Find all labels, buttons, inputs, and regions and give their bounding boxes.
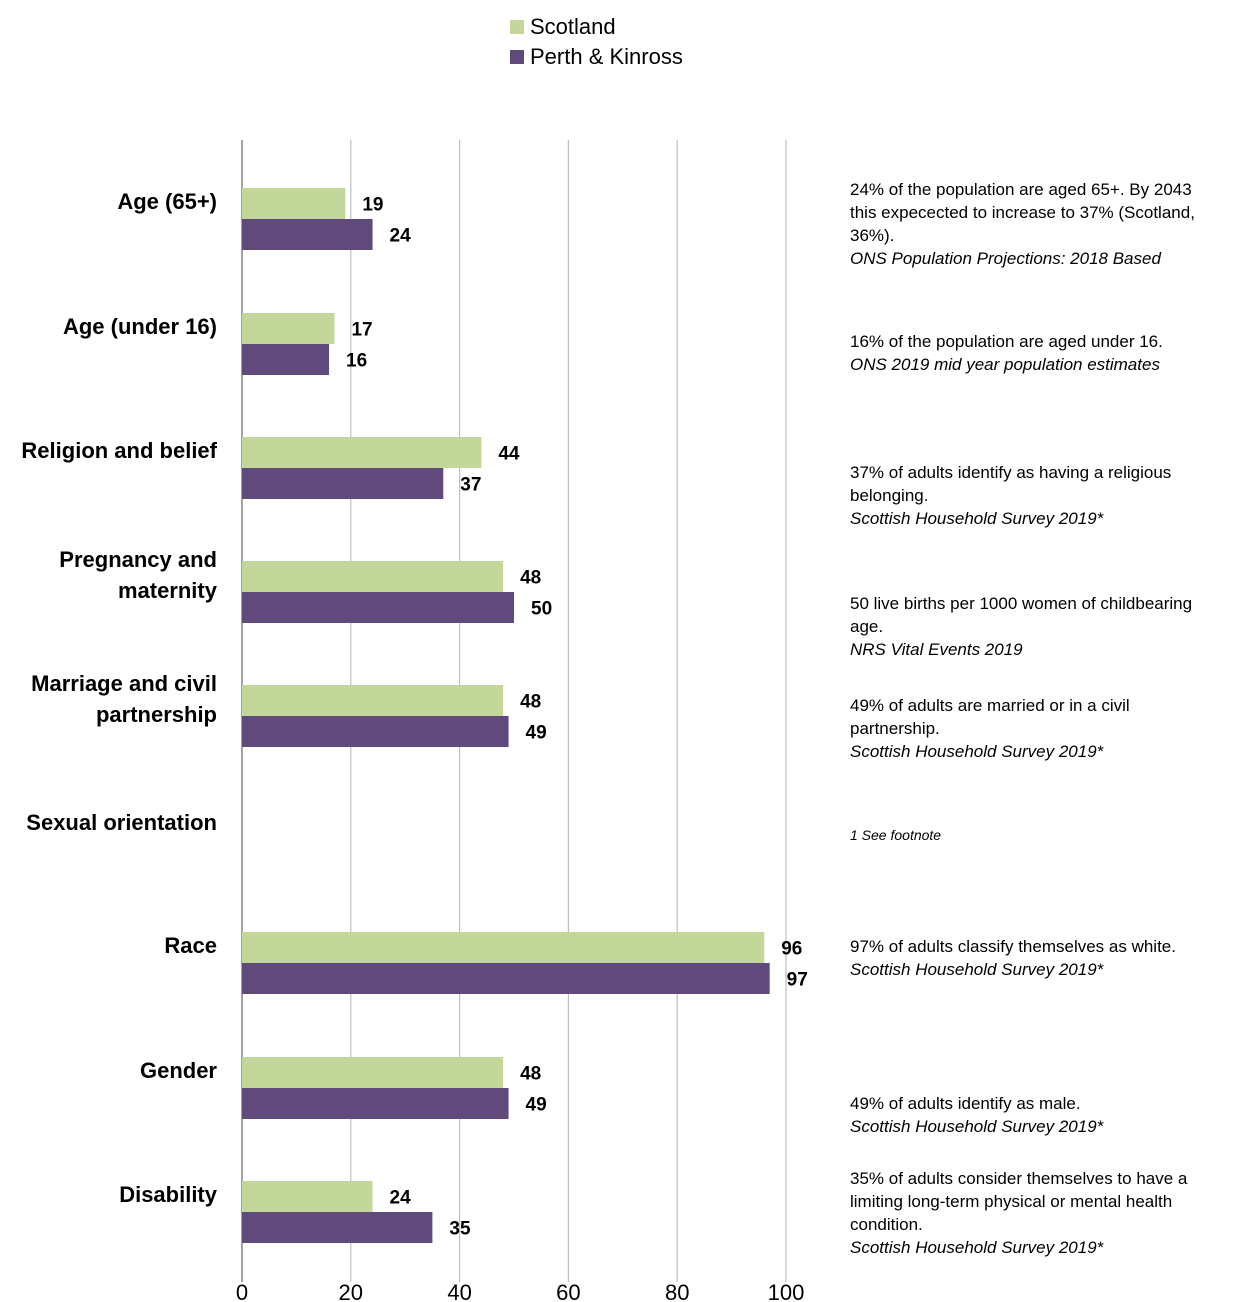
note-line: 37% of adults identify as having a relig…: [850, 463, 1172, 482]
note-line: 16% of the population are aged under 16.: [850, 332, 1163, 351]
legend-label-perth-kinross: Perth & Kinross: [530, 44, 683, 69]
note-line: 50 live births per 1000 women of childbe…: [850, 594, 1193, 613]
category-label-line: Gender: [139, 1058, 217, 1083]
note-line: 35% of adults consider themselves to hav…: [850, 1169, 1188, 1188]
note-line: this expecected to increase to 37% (Scot…: [850, 203, 1195, 222]
bar-perth-kinross: [242, 716, 509, 747]
x-tick-label: 0: [236, 1280, 248, 1302]
note-source: Scottish Household Survey 2019*: [850, 742, 1104, 761]
note: 97% of adults classify themselves as whi…: [850, 935, 1250, 981]
data-label: 37: [460, 475, 481, 496]
category-label: Race: [164, 930, 217, 961]
category-label-line: Sexual orientation: [26, 810, 217, 835]
data-label: 97: [787, 970, 808, 991]
x-tick-label: 60: [556, 1280, 580, 1302]
category-label-line: Religion and belief: [21, 438, 217, 463]
x-tick-label: 100: [768, 1280, 805, 1302]
bar-scotland: [242, 188, 346, 219]
note: 35% of adults consider themselves to hav…: [850, 1167, 1250, 1259]
data-label: 44: [498, 444, 520, 465]
category-label-line: Age (under 16): [62, 314, 217, 339]
note-source: Scottish Household Survey 2019*: [850, 1238, 1104, 1257]
note-source: Scottish Household Survey 2019*: [850, 960, 1104, 979]
data-label: 48: [520, 692, 541, 713]
bar-scotland: [242, 437, 482, 468]
bar-scotland: [242, 1181, 373, 1212]
category-label-line: Marriage and civil: [31, 670, 217, 696]
category-label: Age (under 16): [63, 311, 217, 342]
x-tick-label: 40: [447, 1280, 471, 1302]
legend-item-scotland: Scotland: [510, 12, 683, 42]
note-line: partnership.: [850, 719, 940, 738]
note: 16% of the population are aged under 16.…: [850, 330, 1250, 376]
data-label: 49: [526, 723, 547, 744]
data-label: 50: [531, 599, 552, 620]
note: 37% of adults identify as having a relig…: [850, 461, 1250, 530]
category-label-line: maternity: [117, 577, 217, 603]
category-label: Age (65+): [117, 186, 217, 217]
note-line: 49% of adults are married or in a civil: [850, 696, 1130, 715]
note: 24% of the population are aged 65+. By 2…: [850, 178, 1250, 270]
note: 50 live births per 1000 women of childbe…: [850, 592, 1250, 661]
legend-swatch-scotland: [510, 20, 524, 34]
data-label: 19: [362, 195, 383, 216]
bar-perth-kinross: [242, 1088, 509, 1119]
data-label: 48: [520, 568, 541, 589]
bar-scotland: [242, 1057, 504, 1088]
bar-scotland: [242, 932, 765, 963]
data-label: 17: [351, 320, 372, 341]
note-source: NRS Vital Events 2019: [850, 640, 1023, 659]
category-label-line: Age (65+): [117, 189, 217, 214]
note-source: Scottish Household Survey 2019*: [850, 509, 1104, 528]
bar-perth-kinross: [242, 963, 770, 994]
data-label: 24: [390, 1188, 412, 1209]
bar-perth-kinross: [242, 468, 444, 499]
note-source: 1 See footnote: [850, 827, 942, 843]
data-label: 48: [520, 1064, 541, 1085]
data-label: 49: [526, 1095, 547, 1116]
bar-perth-kinross: [242, 219, 373, 250]
category-label: Pregnancy and maternity: [59, 544, 217, 606]
category-label: Gender: [140, 1055, 217, 1086]
note-line: limiting long-term physical or mental he…: [850, 1192, 1173, 1211]
bar-perth-kinross: [242, 592, 514, 623]
bar-scotland: [242, 685, 504, 716]
legend-label-scotland: Scotland: [530, 14, 616, 39]
bar-perth-kinross: [242, 344, 330, 375]
note-source: ONS 2019 mid year population estimates: [850, 355, 1160, 374]
category-label: Sexual orientation: [26, 807, 217, 838]
category-label: Marriage and civil partnership: [31, 668, 217, 730]
note-line: belonging.: [850, 486, 929, 505]
note-line: 24% of the population are aged 65+. By 2…: [850, 180, 1192, 199]
note-line: age.: [850, 617, 884, 636]
note-line: 97% of adults classify themselves as whi…: [850, 937, 1176, 956]
note-line: 49% of adults identify as male.: [850, 1094, 1081, 1113]
legend-swatch-perth-kinross: [510, 50, 524, 64]
note-line: condition.: [850, 1215, 923, 1234]
note: 1 See footnote: [850, 824, 1250, 847]
bar-scotland: [242, 313, 335, 344]
legend-item-perth-kinross: Perth & Kinross: [510, 42, 683, 72]
category-label-line: Race: [164, 933, 217, 958]
note: 49% of adults identify as male. Scottish …: [850, 1092, 1250, 1138]
legend: Scotland Perth & Kinross: [510, 12, 683, 72]
category-label: Religion and belief: [21, 435, 217, 466]
bar-scotland: [242, 561, 504, 592]
data-label: 96: [781, 939, 802, 960]
note-source: Scottish Household Survey 2019*: [850, 1117, 1104, 1136]
x-tick-label: 20: [339, 1280, 363, 1302]
bar-perth-kinross: [242, 1212, 433, 1243]
data-label: 16: [346, 351, 367, 372]
category-label: Disability: [119, 1179, 217, 1210]
data-label: 35: [449, 1219, 471, 1240]
category-label-line: Pregnancy and: [59, 546, 217, 572]
note-line: 36%).: [850, 226, 895, 245]
note: 49% of adults are married or in a civil p…: [850, 694, 1250, 763]
category-label-line: Disability: [119, 1182, 217, 1207]
x-tick-label: 80: [665, 1280, 689, 1302]
category-label-line: partnership: [95, 701, 217, 727]
note-source: ONS Population Projections: 2018 Based: [850, 249, 1161, 268]
data-label: 24: [390, 226, 412, 247]
